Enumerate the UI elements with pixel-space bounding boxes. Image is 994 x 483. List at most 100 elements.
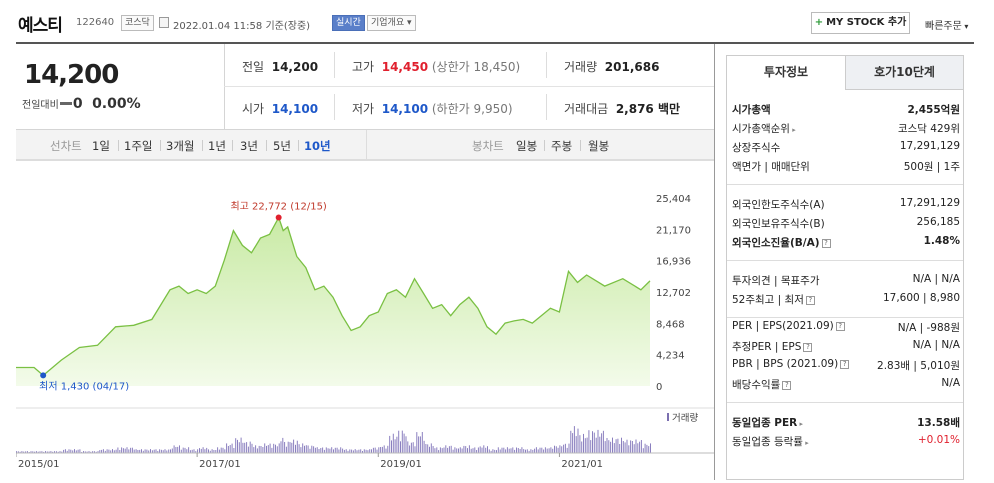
price-summary: 14,200 전일대비 0 0.00% 전일 14,200 시가 14,100 고… xyxy=(16,44,714,130)
low-price: 저가 14,100 (하한가 9,950) xyxy=(352,102,513,116)
info-value: 1.48% xyxy=(923,235,960,247)
info-key: 배당수익률 xyxy=(732,379,781,391)
volume-bar xyxy=(381,446,383,453)
volume-bar xyxy=(311,445,313,453)
volume-bar xyxy=(168,449,170,453)
volume-bar xyxy=(63,449,65,453)
volume-bar xyxy=(516,447,517,453)
quick-order-link[interactable]: 빠른주문 ▾ xyxy=(925,21,969,32)
volume-bar xyxy=(182,447,184,453)
volume-bar xyxy=(488,449,490,453)
help-icon[interactable]: ? xyxy=(805,296,815,305)
info-key: 상장주식수 xyxy=(732,142,781,154)
arrow-icon[interactable]: ▸ xyxy=(789,126,796,134)
y-tick-label: 21,170 xyxy=(656,225,691,236)
volume-bar xyxy=(57,451,59,453)
help-icon[interactable]: ? xyxy=(782,381,792,390)
volume-bar xyxy=(534,448,536,453)
info-key: 추정PER | EPS xyxy=(732,341,802,353)
volume-bar xyxy=(510,448,512,453)
header-divider xyxy=(16,42,974,44)
y-tick-label: 8,468 xyxy=(656,319,685,330)
volume-bar xyxy=(445,445,447,453)
volume-bar xyxy=(144,449,146,453)
help-icon[interactable]: ? xyxy=(821,239,831,248)
tab-orderbook-10[interactable]: 호가10단계 xyxy=(845,56,963,90)
volume-bar xyxy=(506,447,508,453)
min-label: 최저 1,430 (04/17) xyxy=(39,380,129,392)
volume-bar xyxy=(179,445,180,453)
arrow-icon[interactable]: ▸ xyxy=(797,420,803,428)
volume-bar xyxy=(586,437,588,453)
tab-10y[interactable]: 10년 xyxy=(304,139,331,153)
tab-weekly[interactable]: 주봉 xyxy=(551,139,573,153)
volume-bar xyxy=(215,450,217,453)
volume-bar xyxy=(260,446,262,453)
tab-daily[interactable]: 일봉 xyxy=(516,139,538,153)
volume-bar xyxy=(648,446,650,453)
company-info-dropdown[interactable]: 기업개요 ▾ xyxy=(367,15,416,31)
tab-3y[interactable]: 3년 xyxy=(240,139,258,153)
add-mystock-button[interactable]: + MY STOCK 추가 xyxy=(811,12,910,34)
volume-bar xyxy=(548,448,550,453)
volume-bar xyxy=(351,449,353,453)
tab-5y[interactable]: 5년 xyxy=(273,139,291,153)
volume-bar xyxy=(41,451,43,453)
help-icon[interactable]: ? xyxy=(840,360,850,369)
volume-bar xyxy=(177,446,179,453)
volume-bar xyxy=(374,447,376,453)
volume-bar xyxy=(135,449,137,453)
volume-bar xyxy=(21,451,23,453)
stock-name: 예스티 xyxy=(18,16,63,36)
volume-bar xyxy=(233,448,235,453)
volume-bar xyxy=(266,445,267,453)
volume-bar xyxy=(26,451,28,453)
arrow-icon[interactable]: ▸ xyxy=(802,439,809,447)
volume-bar xyxy=(115,449,117,453)
volume-bar xyxy=(202,447,204,453)
volume-bar xyxy=(646,444,648,453)
volume-bar xyxy=(476,450,478,453)
volume-bar xyxy=(505,449,507,453)
tab-1w[interactable]: 1주일 xyxy=(124,139,153,153)
volume-bar xyxy=(617,438,619,453)
info-key: 52주최고 | 최저 xyxy=(732,294,804,306)
info-value: N/A xyxy=(941,377,960,389)
info-rows: 시가총액 2,455억원 시가총액순위 ▸ 코스닥 429위 상장주식수 17,291,1… xyxy=(727,90,963,480)
tab-1d[interactable]: 1일 xyxy=(92,139,110,153)
volume-bar xyxy=(530,449,532,453)
volume-bar xyxy=(92,451,94,453)
help-icon[interactable]: ? xyxy=(803,343,813,352)
volume-bar xyxy=(626,439,628,453)
divider xyxy=(224,86,714,87)
volume-bar xyxy=(398,430,400,453)
tab-3m[interactable]: 3개월 xyxy=(166,139,195,153)
candle-chart-label: 봉차트 xyxy=(472,139,504,153)
volume-bar xyxy=(568,443,570,453)
volume-bar xyxy=(597,429,599,453)
volume-bar xyxy=(61,451,63,453)
volume-bar xyxy=(95,451,97,453)
volume-bar xyxy=(523,449,525,453)
tab-investment-info[interactable]: 투자정보 xyxy=(727,56,845,90)
info-key: 외국인한도주식수(A) xyxy=(732,199,825,211)
volume-bar xyxy=(295,444,296,453)
y-tick-label: 4,234 xyxy=(656,351,685,362)
info-row: 외국인보유주식수(B) 256,185 xyxy=(732,216,960,231)
volume-bar xyxy=(543,449,545,453)
volume-bar xyxy=(128,449,130,453)
volume-bar xyxy=(535,447,537,453)
volume-bar xyxy=(592,431,593,453)
volume-bar xyxy=(90,451,92,453)
tab-1y[interactable]: 1년 xyxy=(208,139,226,153)
market-badge: 코스닥 xyxy=(121,15,154,31)
info-value: 13.58배 xyxy=(917,417,960,429)
volume-bar xyxy=(242,442,244,453)
info-key: 투자의견 | 목표주가 xyxy=(732,275,820,287)
volume-bar xyxy=(83,451,84,453)
help-icon[interactable]: ? xyxy=(835,322,845,331)
volume-bar xyxy=(184,447,186,453)
price-chart-svg: 25,404 21,170 16,936 12,702 8,468 4,234 0 최고 22… xyxy=(15,160,714,470)
volume-bar xyxy=(467,448,468,453)
tab-monthly[interactable]: 월봉 xyxy=(588,139,610,153)
